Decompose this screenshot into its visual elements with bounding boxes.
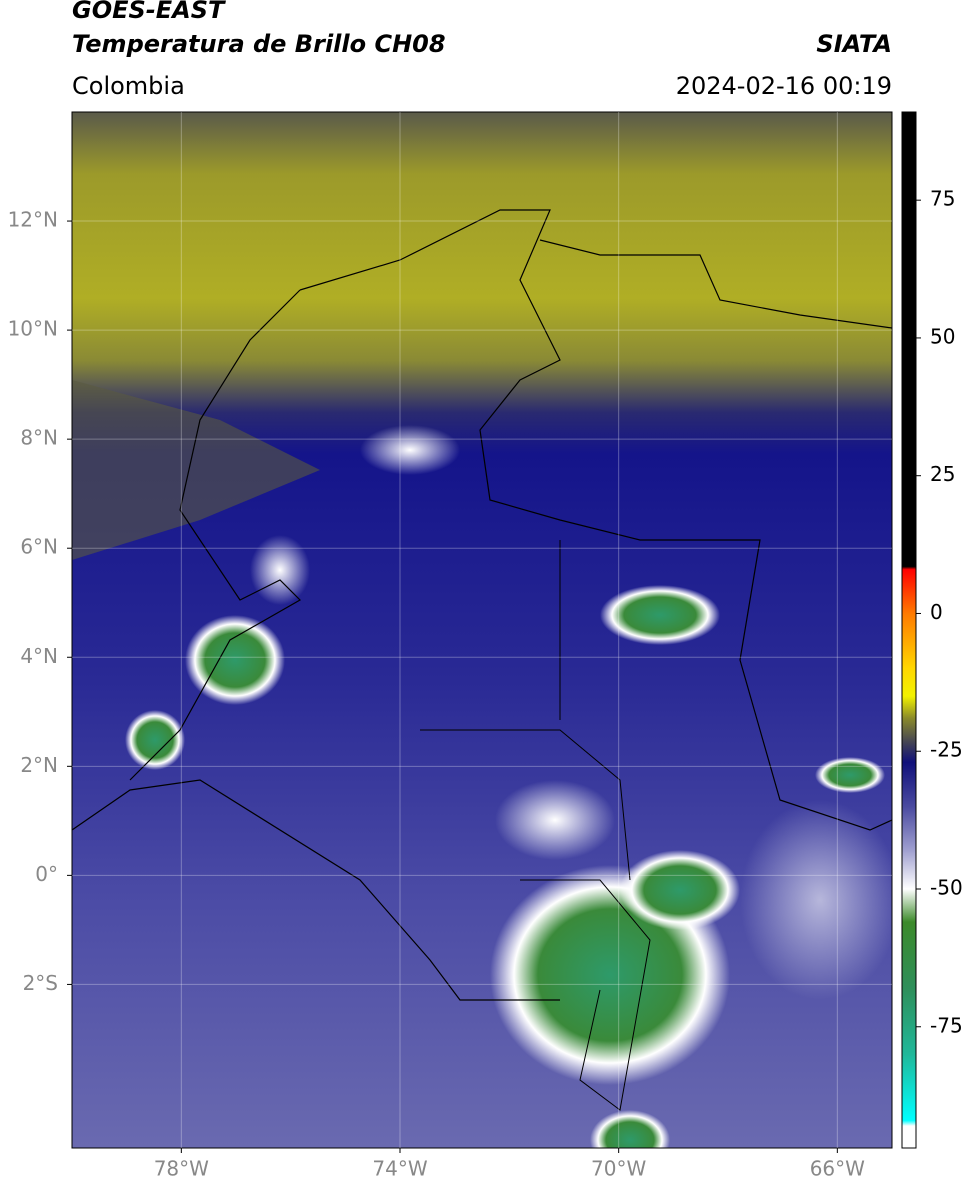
colorbar-tick-label: 50: [930, 324, 955, 348]
x-tick-label: 66°W: [810, 1157, 865, 1181]
datetime-label: 2024-02-16 00:19: [675, 72, 892, 100]
source-label: SIATA: [816, 30, 892, 58]
x-tick-label: 74°W: [372, 1157, 427, 1181]
region-label: Colombia: [72, 72, 185, 100]
x-tick-label: 78°W: [154, 1157, 209, 1181]
satellite-image: [72, 112, 892, 1148]
x-tick-label: 70°W: [591, 1157, 646, 1181]
colorbar-tick-label: -75: [930, 1013, 963, 1037]
y-tick-label: 4°N: [20, 644, 58, 668]
y-tick-label: 8°N: [20, 426, 58, 450]
satellite-title: GOES-EAST: [72, 0, 225, 24]
y-tick-label: 0°: [35, 862, 58, 886]
colorbar-tick-label: -25: [930, 738, 963, 762]
y-tick-label: 12°N: [8, 208, 58, 232]
colorbar-tick-label: -50: [930, 876, 963, 900]
product-title: Temperatura de Brillo CH08: [72, 30, 446, 58]
colorbar-tick-label: 25: [930, 462, 955, 486]
colorbar-tick-label: 0: [930, 600, 943, 624]
colorbar: [901, 111, 917, 1149]
y-tick-label: 6°N: [20, 535, 58, 559]
map-frame: [71, 111, 893, 1149]
y-tick-label: 2°N: [20, 753, 58, 777]
y-tick-label: 10°N: [8, 317, 58, 341]
colorbar-tick-label: 75: [930, 187, 955, 211]
y-tick-label: 2°S: [23, 971, 58, 995]
